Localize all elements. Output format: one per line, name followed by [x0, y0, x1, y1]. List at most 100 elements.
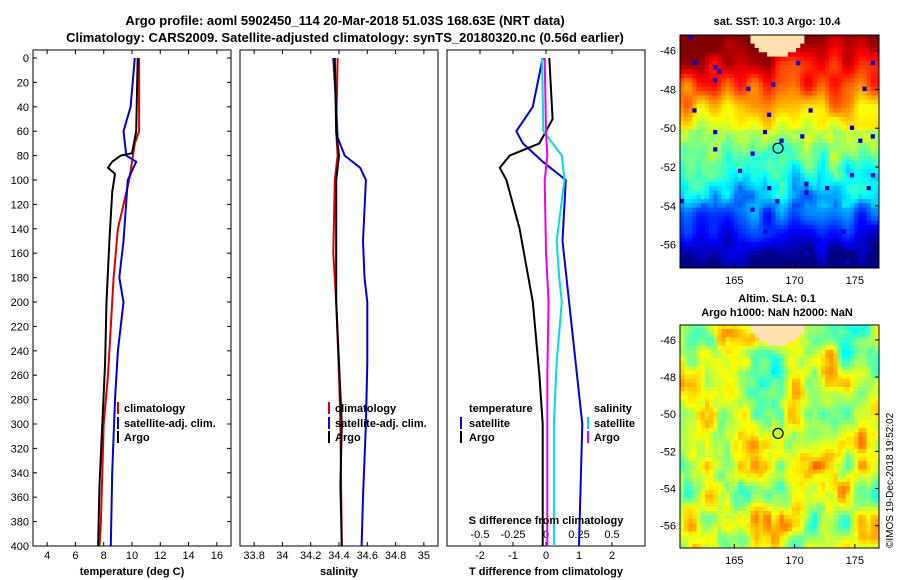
map-cell — [800, 490, 805, 495]
map-cell — [696, 399, 702, 404]
map-cell — [704, 477, 710, 483]
map-cell — [700, 391, 706, 396]
map-cell — [825, 112, 830, 118]
map-cell — [717, 229, 722, 234]
map-cell — [758, 203, 764, 208]
map-cell — [746, 457, 751, 462]
map-cell — [812, 457, 818, 462]
map-cell — [800, 353, 805, 359]
map-cell — [746, 490, 751, 495]
map-cell — [804, 104, 809, 109]
map-cell — [721, 453, 727, 458]
map-cell — [816, 237, 822, 243]
map-cell — [800, 411, 805, 417]
map-cell — [762, 424, 768, 429]
map-cell — [742, 374, 747, 380]
map-cell — [816, 325, 822, 330]
map-cell — [762, 147, 768, 152]
map-cell — [787, 362, 793, 367]
map-cell — [845, 374, 851, 380]
map-cell — [849, 242, 855, 247]
map-cell — [709, 263, 714, 269]
map-cell — [787, 250, 793, 256]
map-cell — [680, 211, 685, 217]
map-cell — [684, 391, 689, 396]
map-cell — [746, 473, 751, 479]
map-cell — [771, 211, 776, 217]
map-cell — [746, 47, 751, 53]
map-cell — [738, 69, 743, 75]
map-cell — [767, 129, 772, 135]
map-cell — [775, 325, 780, 330]
map-cell — [721, 82, 727, 88]
map-cell — [733, 229, 739, 234]
map-cell — [783, 473, 789, 479]
map-cell — [729, 403, 735, 408]
map-cell — [717, 399, 722, 404]
map-cell — [812, 237, 818, 243]
map-cell — [787, 403, 793, 408]
map-cell — [812, 95, 818, 101]
map-cell — [692, 125, 697, 131]
map-cell — [692, 95, 697, 101]
map-cell — [680, 47, 685, 53]
map-cell — [791, 374, 797, 380]
map-cell — [725, 382, 731, 388]
map-cell — [771, 168, 776, 174]
map-cell — [738, 194, 743, 200]
map-cell — [725, 47, 731, 53]
map-cell — [758, 52, 764, 57]
map-cell — [767, 237, 772, 243]
map-cell — [733, 211, 739, 217]
map-cell — [729, 345, 735, 351]
map-cell — [841, 229, 847, 234]
map-cell — [837, 370, 843, 375]
map-cell — [704, 125, 710, 131]
map-cell — [733, 151, 739, 157]
map-cell — [820, 465, 826, 470]
map-cell — [754, 60, 760, 66]
map-cell — [680, 229, 685, 234]
map-cell — [874, 325, 880, 330]
map-cell — [767, 134, 772, 139]
map-cell — [849, 411, 855, 417]
map-cell — [688, 341, 693, 347]
map-cell — [841, 216, 847, 221]
map-cell — [721, 39, 727, 45]
map-cell — [692, 481, 697, 487]
map-cell — [767, 203, 772, 208]
map-cell — [866, 436, 872, 442]
map-cell — [684, 461, 689, 466]
map-cell — [688, 502, 693, 508]
map-cell — [696, 116, 702, 122]
map-cell — [775, 65, 780, 70]
sst-map-panel: sat. SST: 10.3 Argo: 10.4 165 170 175-46-4… — [660, 16, 880, 287]
map-cell — [750, 481, 756, 487]
map-cell — [862, 353, 867, 359]
map-cell — [733, 432, 739, 437]
map-cell — [866, 65, 872, 70]
map-cell — [841, 160, 847, 165]
map-cell — [733, 203, 739, 208]
map-cell — [688, 181, 693, 187]
map-cell — [812, 432, 818, 437]
map-cell — [700, 325, 706, 330]
map-cell — [754, 134, 760, 139]
map-cell — [709, 490, 714, 495]
map-cell — [845, 333, 851, 338]
map-cell — [725, 325, 731, 330]
map-cell — [862, 502, 867, 508]
map-cell — [688, 99, 693, 105]
map-cell — [692, 444, 697, 450]
map-cell — [787, 366, 793, 371]
map-cell — [733, 382, 739, 388]
map-cell — [696, 440, 702, 446]
map-cell — [829, 415, 834, 421]
map-cell — [684, 436, 689, 442]
map-cell — [833, 415, 838, 421]
map-cell — [849, 99, 855, 105]
map-cell — [750, 329, 756, 334]
map-cell — [854, 138, 859, 144]
map-cell — [791, 386, 797, 392]
map-cell — [721, 86, 727, 92]
